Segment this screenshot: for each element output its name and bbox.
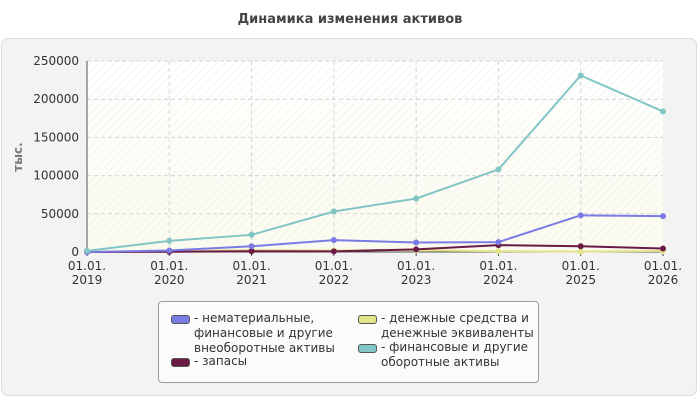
series-line-1 (86, 244, 664, 253)
x-tick-label: 01.01. 2020 (150, 259, 188, 287)
y-axis-label: тыс. (11, 142, 25, 171)
x-tick-label: 01.01. 2023 (397, 259, 435, 287)
series-point-3 (248, 231, 255, 238)
series-point-3 (577, 72, 584, 79)
series-point-1 (330, 248, 337, 255)
series-point-3 (84, 247, 90, 254)
series-point-3 (166, 237, 173, 244)
series-point-0 (413, 239, 420, 246)
series-point-3 (330, 208, 337, 215)
series-point-3 (660, 108, 666, 115)
series-point-1 (248, 248, 255, 255)
y-tick-label: 0 (71, 245, 79, 259)
x-tick-label: 01.01. 2019 (68, 259, 106, 287)
series-point-2 (495, 248, 502, 255)
series-point-3 (413, 195, 420, 202)
x-tick-label: 01.01. 2025 (562, 259, 600, 287)
plot-area-hatch (87, 61, 663, 252)
legend-item-intangible-assets: - нематериальные, финансовые и другие вн… (171, 311, 335, 356)
legend: - нематериальные, финансовые и другие вн… (158, 301, 539, 383)
legend-label-intangible-assets: - нематериальные, финансовые и другие вн… (194, 311, 335, 355)
series-point-0 (166, 247, 173, 254)
chart-title: Динамика изменения активов (237, 12, 463, 27)
series-point-2 (577, 248, 584, 255)
legend-label-current-assets: - финансовые и другие оборотные активы (381, 340, 529, 369)
y-tick-label: 200000 (33, 92, 79, 106)
y-tick-label: 150000 (33, 130, 79, 144)
series-point-1 (577, 243, 584, 250)
legend-swatch-current-assets (358, 344, 377, 353)
x-tick-label: 01.01. 2021 (232, 259, 270, 287)
x-tick-label: 01.01. 2022 (315, 259, 353, 287)
series-line-3 (86, 74, 664, 252)
legend-label-inventory: - запасы (194, 354, 248, 368)
legend-label-cash: - денежные средства и денежные эквивален… (381, 311, 534, 340)
series-point-0 (495, 239, 502, 246)
series-line-0 (86, 214, 664, 253)
legend-swatch-intangible-assets (171, 315, 190, 324)
y-tick-label: 100000 (33, 169, 79, 183)
series-point-0 (577, 212, 584, 219)
legend-item-current-assets: - финансовые и другие оборотные активы (358, 340, 528, 370)
series-point-0 (330, 237, 337, 244)
legend-swatch-cash (358, 315, 377, 324)
x-tick-label: 01.01. 2026 (644, 259, 682, 287)
series-point-1 (413, 246, 420, 253)
series-point-3 (495, 166, 502, 173)
series-point-0 (660, 213, 666, 220)
series-point-1 (660, 245, 666, 252)
legend-swatch-inventory (171, 358, 190, 367)
legend-item-inventory: - запасы (171, 354, 247, 369)
legend-item-cash: - денежные средства и денежные эквивален… (358, 311, 534, 341)
series-point-0 (248, 243, 255, 250)
y-tick-label: 250000 (33, 54, 79, 68)
x-tick-label: 01.01. 2024 (479, 259, 517, 287)
y-tick-label: 50000 (41, 207, 79, 221)
